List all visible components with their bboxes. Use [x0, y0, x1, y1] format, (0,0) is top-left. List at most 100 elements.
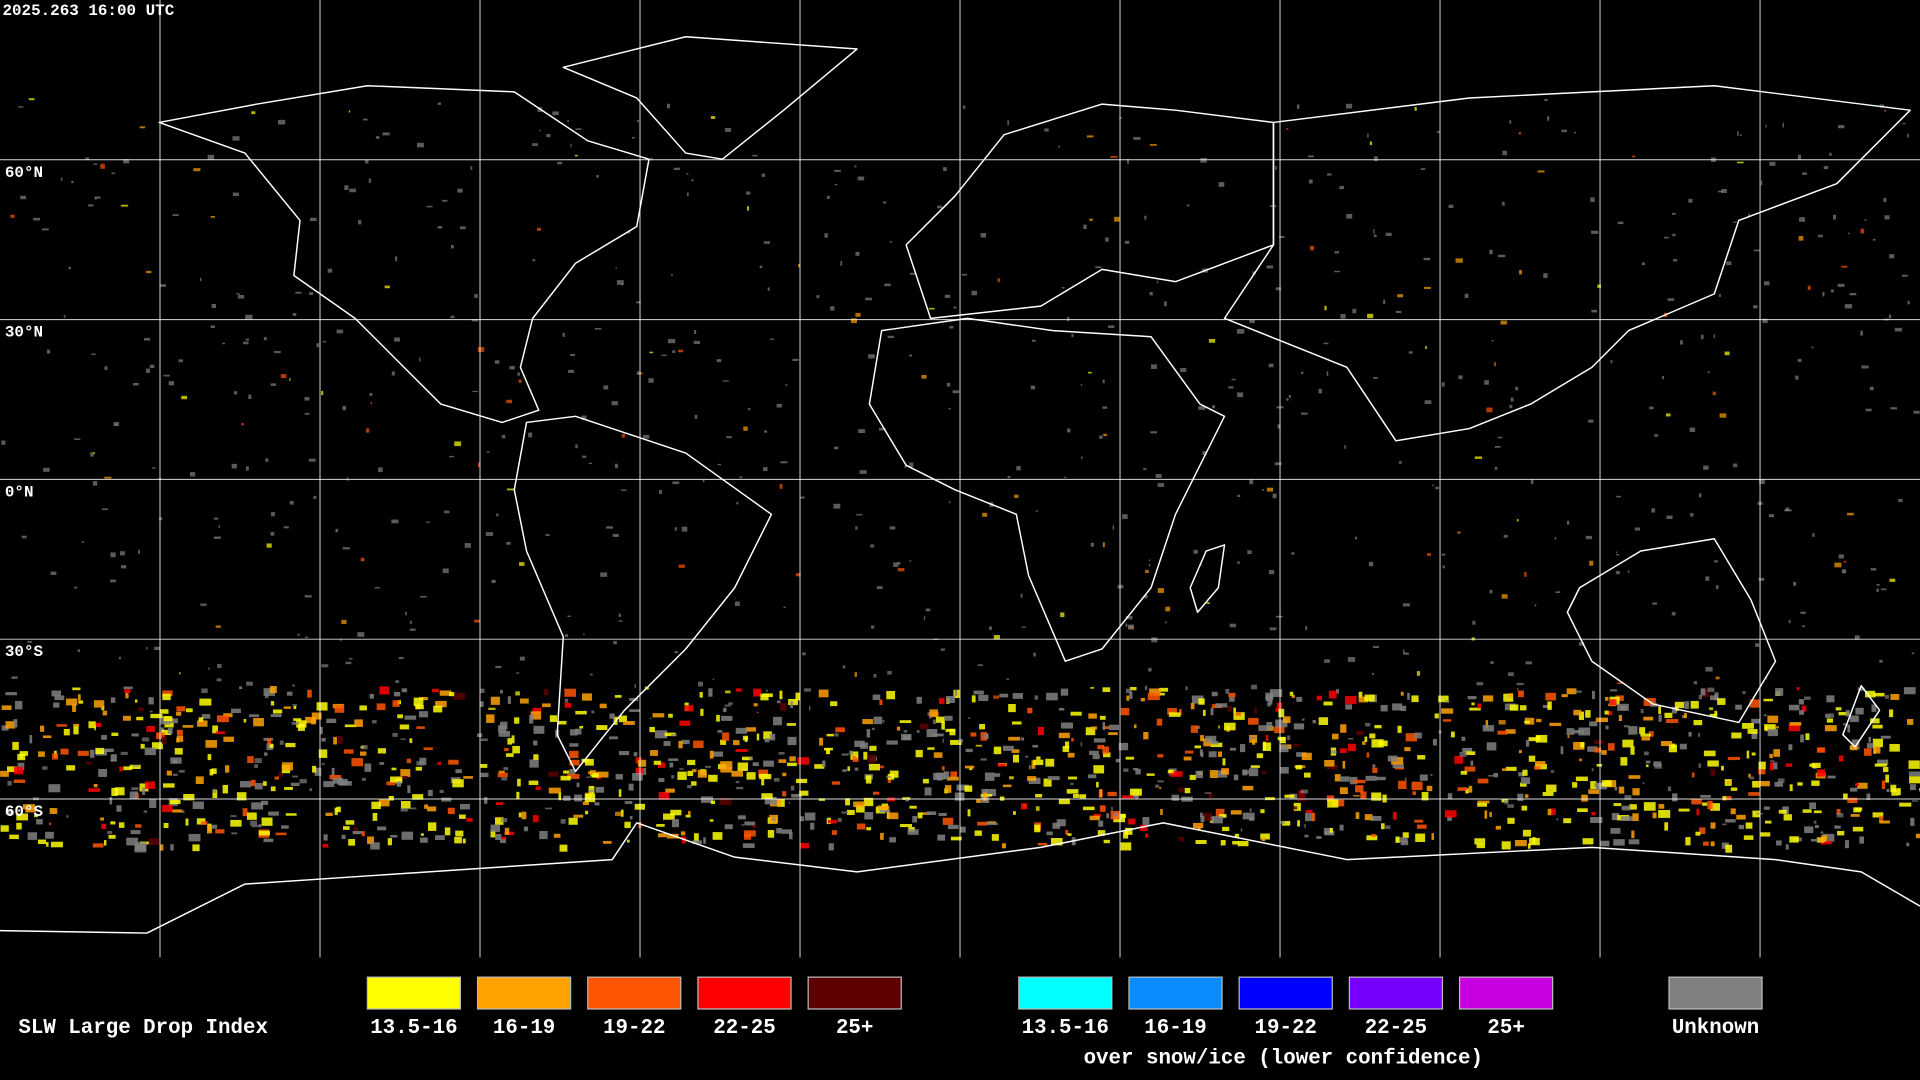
cloud-pixel [1364, 814, 1373, 821]
cloud-pixel [345, 661, 352, 665]
cloud-pixel [1658, 809, 1671, 818]
cloud-pixel [253, 717, 264, 727]
cloud-pixel [868, 354, 875, 359]
cloud-pixel [705, 765, 711, 768]
cloud-pixel [632, 773, 643, 781]
cloud-pixel [1726, 781, 1731, 784]
cloud-pixel [629, 709, 641, 712]
cloud-pixel [649, 726, 655, 733]
cloud-pixel [1869, 386, 1874, 391]
cloud-pixel [1616, 553, 1619, 556]
snow-ice-caption: over snow/ice (lower confidence) [1084, 1047, 1483, 1070]
cloud-pixel [1710, 841, 1715, 847]
cloud-pixel [49, 808, 58, 814]
cloud-pixel [624, 801, 633, 804]
cloud-pixel [804, 812, 816, 821]
cloud-pixel [628, 783, 634, 791]
cloud-pixel [459, 226, 466, 230]
cloud-pixel [506, 753, 514, 757]
cloud-pixel [609, 713, 615, 719]
cloud-pixel [669, 762, 674, 768]
cloud-pixel [1064, 741, 1070, 749]
cloud-pixel [1383, 299, 1386, 305]
cloud-pixel [78, 700, 84, 704]
cloud-pixel [150, 713, 163, 719]
cloud-pixel [1269, 570, 1275, 575]
cloud-pixel [873, 673, 877, 678]
cloud-pixel [344, 724, 357, 728]
cloud-pixel [129, 791, 139, 799]
cloud-pixel [466, 818, 473, 822]
cloud-pixel [1850, 745, 1858, 751]
cloud-pixel [568, 817, 578, 825]
cloud-pixel [246, 812, 257, 820]
cloud-pixel [29, 735, 33, 744]
cloud-pixel [309, 788, 313, 792]
cloud-pixel [1103, 839, 1110, 844]
cloud-pixel [162, 783, 175, 788]
cloud-pixel [1535, 763, 1547, 770]
cloud-pixel [1374, 725, 1382, 729]
cloud-pixel [1447, 793, 1453, 800]
cloud-pixel [674, 527, 677, 531]
cloud-pixel [269, 744, 274, 748]
cloud-pixel [1507, 672, 1514, 677]
cloud-pixel [1103, 752, 1111, 758]
cloud-pixel [1012, 754, 1020, 763]
cloud-pixel [1590, 197, 1595, 203]
cloud-pixel [1707, 760, 1719, 767]
cloud-pixel [111, 172, 116, 174]
cloud-pixel [1327, 173, 1332, 176]
cloud-pixel [1218, 725, 1220, 729]
cloud-pixel [254, 764, 259, 769]
cloud-pixel [1150, 431, 1158, 434]
cloud-pixel [231, 708, 241, 714]
cloud-pixel [92, 843, 104, 848]
cloud-pixel [1721, 765, 1724, 771]
cloud-pixel [1519, 705, 1527, 711]
cloud-pixel [299, 779, 307, 784]
cloud-pixel [1050, 837, 1063, 846]
legend-panel [0, 957, 1920, 1080]
cloud-pixel [788, 801, 791, 804]
cloud-pixel [548, 771, 559, 777]
cloud-pixel [884, 283, 891, 287]
cloud-pixel [1102, 687, 1111, 693]
cloud-pixel [390, 776, 403, 783]
cloud-pixel [1753, 249, 1761, 252]
cloud-pixel [1906, 842, 1910, 847]
cloud-pixel [1066, 789, 1079, 794]
cloud-pixel [391, 767, 397, 771]
cloud-pixel [880, 765, 884, 769]
cloud-pixel [1648, 731, 1654, 737]
cloud-pixel [687, 784, 692, 789]
cloud-pixel [576, 782, 580, 788]
cloud-pixel [1816, 769, 1826, 777]
cloud-pixel [509, 365, 515, 370]
cloud-pixel [1065, 829, 1069, 835]
cloud-pixel [60, 177, 63, 181]
cloud-pixel [1664, 822, 1669, 831]
cloud-pixel [1658, 804, 1665, 809]
cloud-pixel [1601, 780, 1612, 787]
cloud-pixel [1249, 768, 1259, 777]
cloud-pixel [181, 809, 185, 813]
cloud-pixel [292, 775, 299, 778]
cloud-pixel [1715, 585, 1719, 590]
cloud-pixel [1528, 737, 1538, 742]
cloud-pixel [999, 693, 1009, 698]
cloud-pixel [1714, 560, 1718, 563]
cloud-pixel [1247, 550, 1252, 555]
cloud-pixel [1693, 720, 1703, 726]
cloud-pixel [1590, 781, 1597, 790]
cloud-pixel [1305, 810, 1313, 814]
cloud-pixel [1289, 691, 1294, 696]
cloud-pixel [663, 813, 675, 820]
cloud-pixel [1425, 345, 1427, 350]
cloud-pixel [1071, 333, 1074, 338]
cloud-pixel [1043, 778, 1052, 787]
cloud-pixel [970, 732, 977, 737]
cloud-pixel [1788, 704, 1800, 711]
cloud-pixel [13, 766, 24, 775]
cloud-pixel [712, 678, 715, 681]
